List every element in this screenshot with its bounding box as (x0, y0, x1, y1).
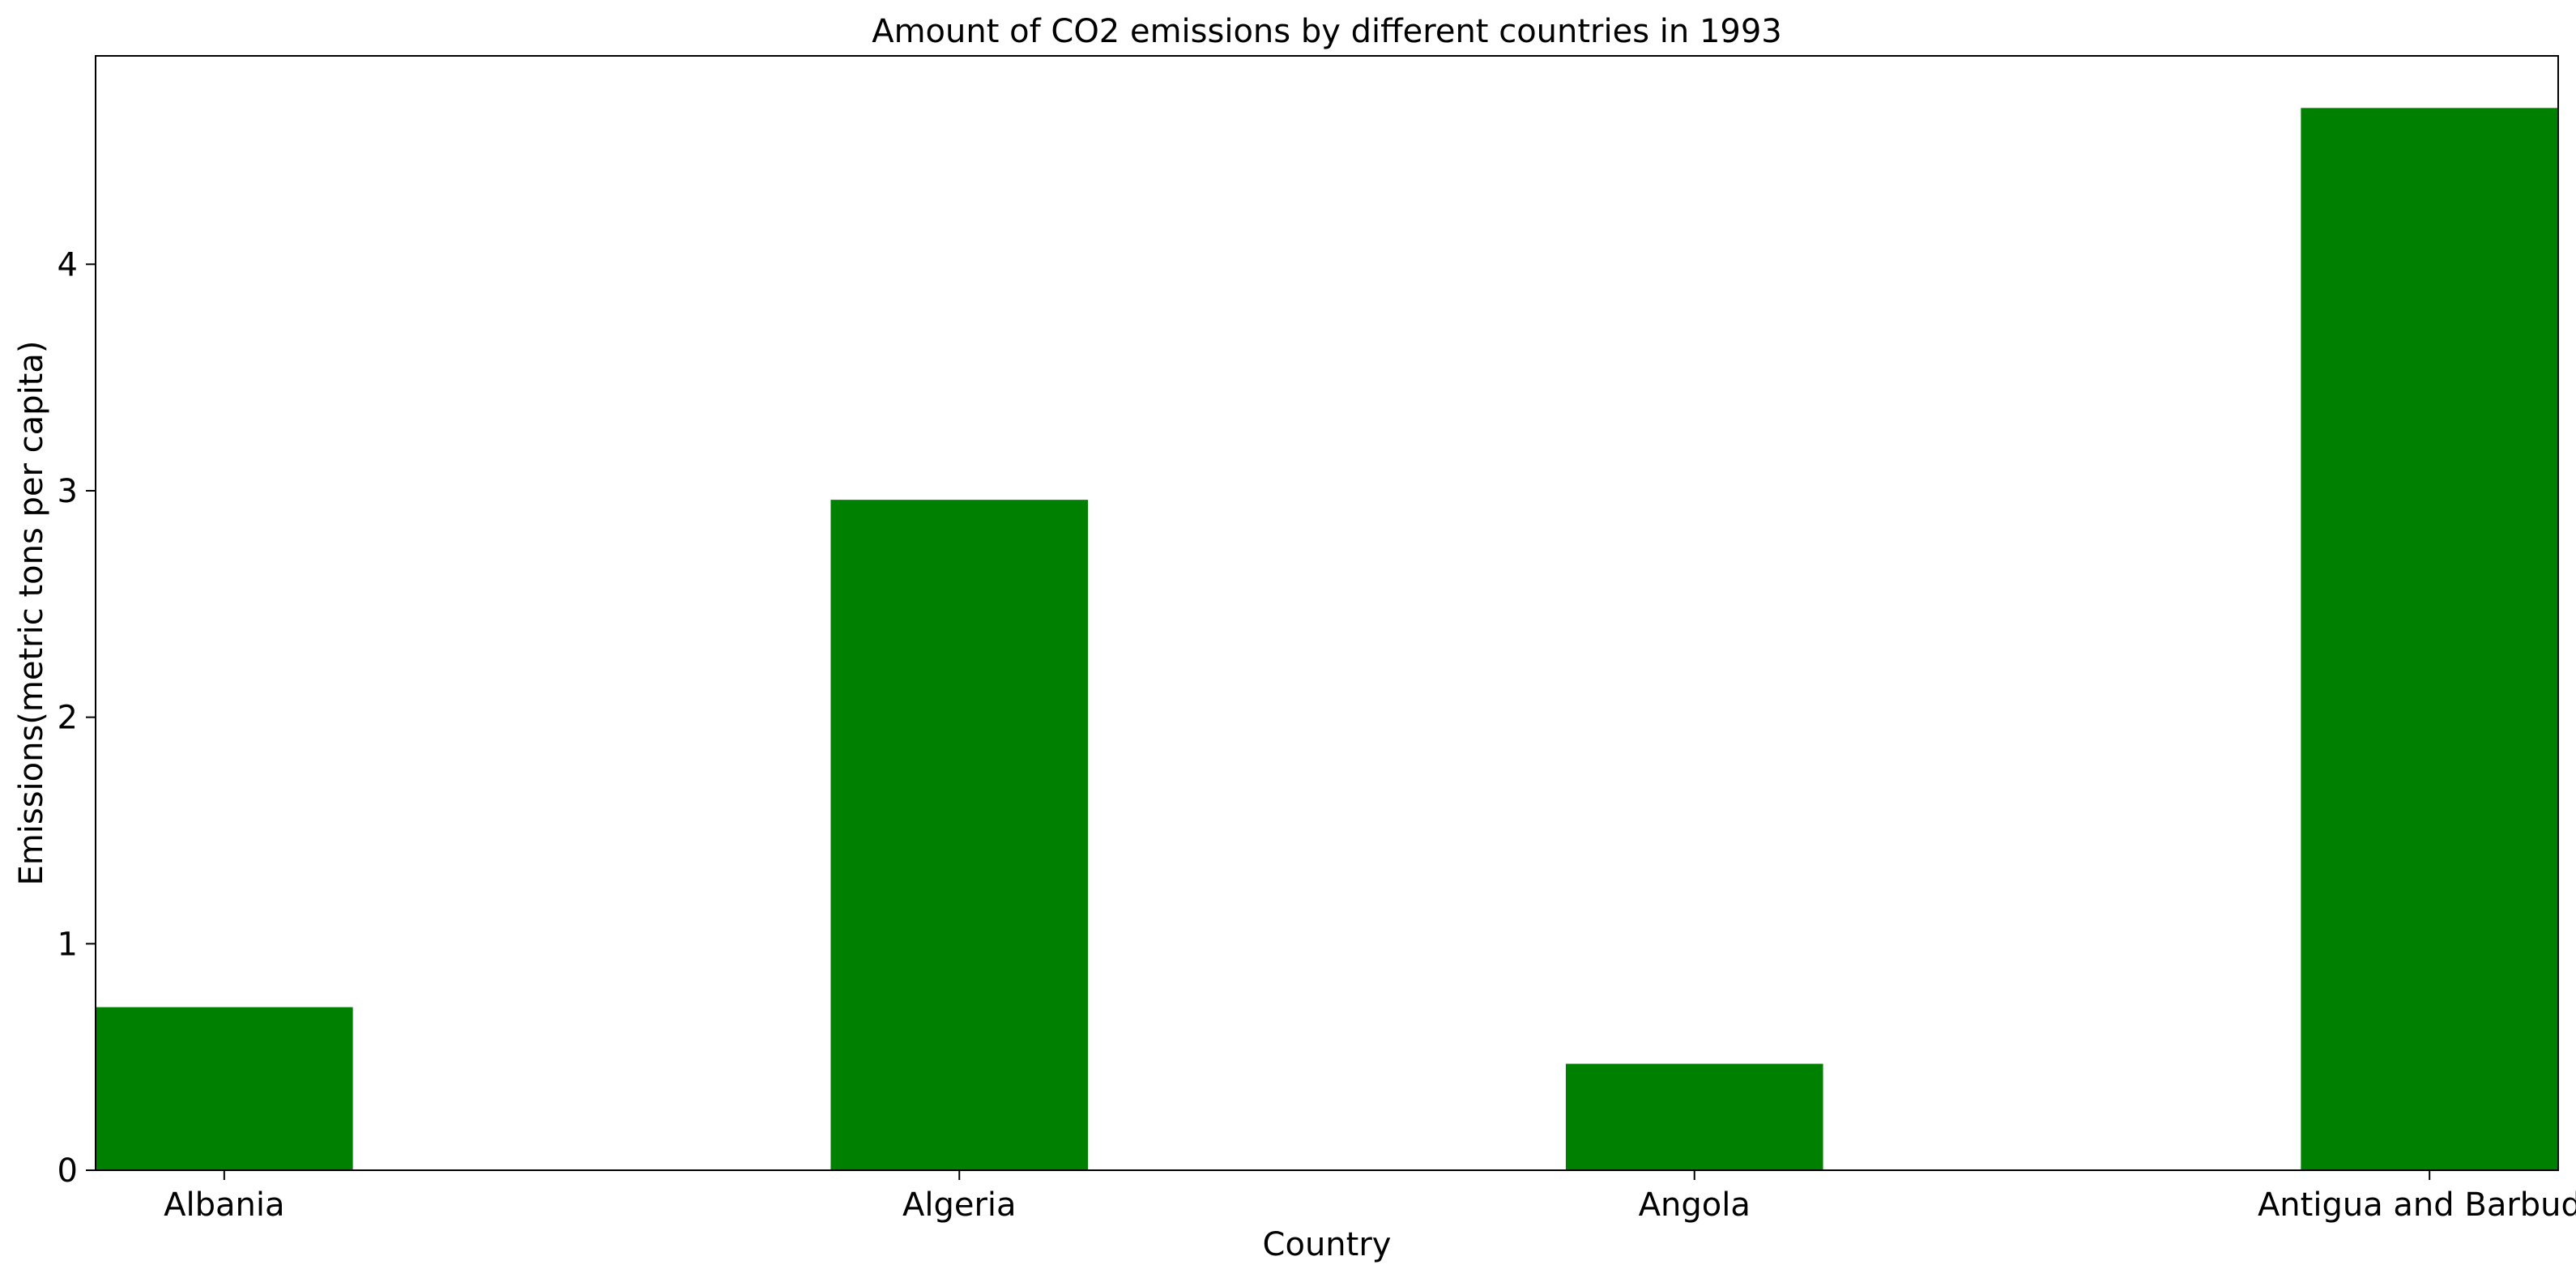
bar-algeria (830, 500, 1089, 1170)
x-tick-label: Algeria (902, 1186, 1017, 1224)
y-tick-label: 3 (58, 473, 78, 510)
x-axis-label: Country (1263, 1226, 1392, 1263)
y-tick-label: 0 (58, 1152, 78, 1190)
x-axis-ticks: Albania Algeria Angola Antigua and Barbuda (164, 1170, 2576, 1224)
x-tick-label: Angola (1639, 1186, 1751, 1224)
bar-angola (1565, 1063, 1823, 1170)
y-axis-label: Emissions(metric tons per capita) (13, 341, 50, 886)
y-axis-ticks: 0 1 2 3 4 (58, 246, 96, 1190)
y-tick-label: 1 (58, 926, 78, 963)
x-tick-label: Antigua and Barbuda (2258, 1186, 2576, 1224)
y-tick-label: 4 (58, 246, 78, 283)
bar-antigua-and-barbuda (2301, 108, 2558, 1171)
bars-group (96, 108, 2558, 1171)
x-tick-label: Albania (164, 1186, 284, 1224)
plot-area-frame (95, 55, 2559, 1171)
y-tick-label: 2 (58, 700, 78, 737)
chart-title: Amount of CO2 emissions by different cou… (872, 13, 1782, 50)
bar-albania (96, 1007, 353, 1170)
